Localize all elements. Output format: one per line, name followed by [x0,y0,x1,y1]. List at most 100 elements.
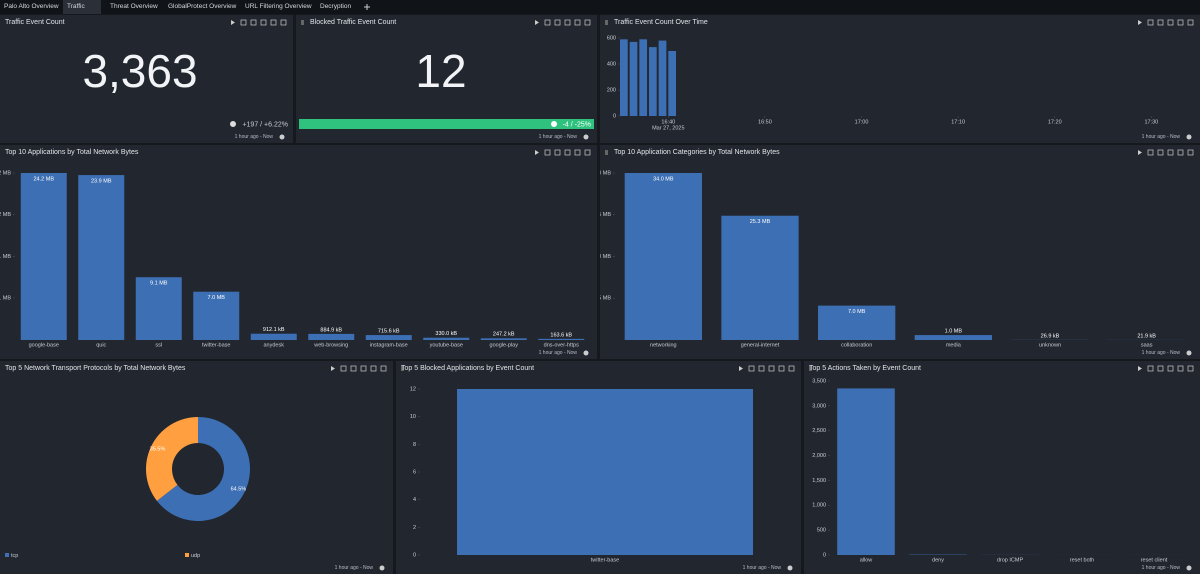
icon[interactable] [544,149,551,156]
bar[interactable] [818,305,896,340]
icon-play[interactable] [231,20,235,25]
icon[interactable] [574,19,581,26]
icon[interactable] [748,365,755,372]
icon[interactable] [768,365,775,372]
icon[interactable] [270,19,277,26]
bar[interactable] [365,335,412,340]
tab[interactable]: Palo Alto Overview [4,3,59,10]
x-tick-label: 17:00 [855,119,869,125]
icon[interactable] [1167,149,1174,156]
icon[interactable] [554,19,561,26]
bar[interactable] [721,215,799,340]
bar[interactable] [308,333,355,340]
help-icon[interactable] [787,565,793,571]
icon[interactable] [1157,19,1164,26]
legend-label[interactable]: udp [191,553,200,559]
toolbar[interactable] [1138,365,1194,372]
icon[interactable] [584,149,591,156]
y-tick-label: 2,500 [812,428,826,434]
icon[interactable] [574,149,581,156]
icon[interactable] [554,149,561,156]
help-icon[interactable] [1186,350,1192,356]
help-icon[interactable] [583,350,589,356]
bar[interactable] [78,175,125,340]
tab[interactable]: Decryption [320,3,352,10]
y-tick-label: 10 [410,414,416,420]
bar[interactable] [250,333,297,340]
toolbar[interactable] [535,149,591,156]
icon[interactable] [350,365,357,372]
help-icon[interactable] [1186,565,1192,571]
icon-play[interactable] [1138,150,1142,155]
icon[interactable] [584,19,591,26]
tab[interactable]: Traffic [63,0,101,14]
tab[interactable]: Threat Overview [110,3,158,10]
bar [648,47,657,116]
icon[interactable] [1157,149,1164,156]
icon[interactable] [360,365,367,372]
legend-swatch[interactable] [5,553,9,557]
toolbar[interactable] [1138,149,1194,156]
icon[interactable] [1147,149,1154,156]
icon[interactable] [544,19,551,26]
icon[interactable] [1177,365,1184,372]
icon[interactable] [250,19,257,26]
x-tick-label: 17:30 [1144,119,1158,125]
value-label: 25.3 MB [750,219,771,225]
bar[interactable] [624,173,702,340]
icon[interactable] [1157,365,1164,372]
toolbar[interactable] [331,365,387,372]
y-tick-label: 0 [413,552,416,558]
bar[interactable] [193,291,240,340]
bar[interactable] [914,335,992,340]
icon[interactable] [1167,19,1174,26]
bar[interactable] [538,338,585,340]
bar[interactable] [135,277,182,340]
icon[interactable] [280,19,287,26]
icon[interactable] [1187,365,1194,372]
tab-plus[interactable] [0,0,1200,14]
toolbar[interactable] [231,19,287,26]
bar[interactable] [457,389,753,555]
drag-handle [809,366,812,371]
icon[interactable] [1147,19,1154,26]
help-icon[interactable] [379,565,385,571]
icon-play[interactable] [1138,20,1142,25]
tab[interactable]: URL Filtering Overview [245,3,312,10]
icon[interactable] [1187,19,1194,26]
tab[interactable]: GlobalProtect Overview [168,3,237,10]
help-icon[interactable] [1186,134,1192,140]
icon[interactable] [1147,365,1154,372]
icon-play[interactable] [331,366,335,371]
toolbar[interactable] [1138,19,1194,26]
toolbar[interactable] [739,365,795,372]
icon[interactable] [1167,365,1174,372]
bar[interactable] [20,173,67,340]
icon[interactable] [370,365,377,372]
icon[interactable] [788,365,795,372]
toolbar[interactable] [535,19,591,26]
icon[interactable] [1177,149,1184,156]
icon-play[interactable] [535,20,539,25]
icon-play[interactable] [535,150,539,155]
icon[interactable] [1177,19,1184,26]
bar[interactable] [480,338,527,340]
help-icon[interactable] [583,134,589,140]
icon[interactable] [778,365,785,372]
icon[interactable] [758,365,765,372]
legend-swatch[interactable] [185,553,189,557]
help-icon[interactable] [279,134,285,140]
icon[interactable] [380,365,387,372]
icon[interactable] [240,19,247,26]
icon[interactable] [340,365,347,372]
x-tick-label: collaboration [841,342,872,348]
bar[interactable] [837,388,895,555]
icon[interactable] [564,19,571,26]
bar[interactable] [423,337,470,340]
icon-play[interactable] [1138,366,1142,371]
icon[interactable] [1187,149,1194,156]
legend-label[interactable]: tcp [11,553,18,559]
icon[interactable] [260,19,267,26]
icon[interactable] [564,149,571,156]
icon-play[interactable] [739,366,743,371]
